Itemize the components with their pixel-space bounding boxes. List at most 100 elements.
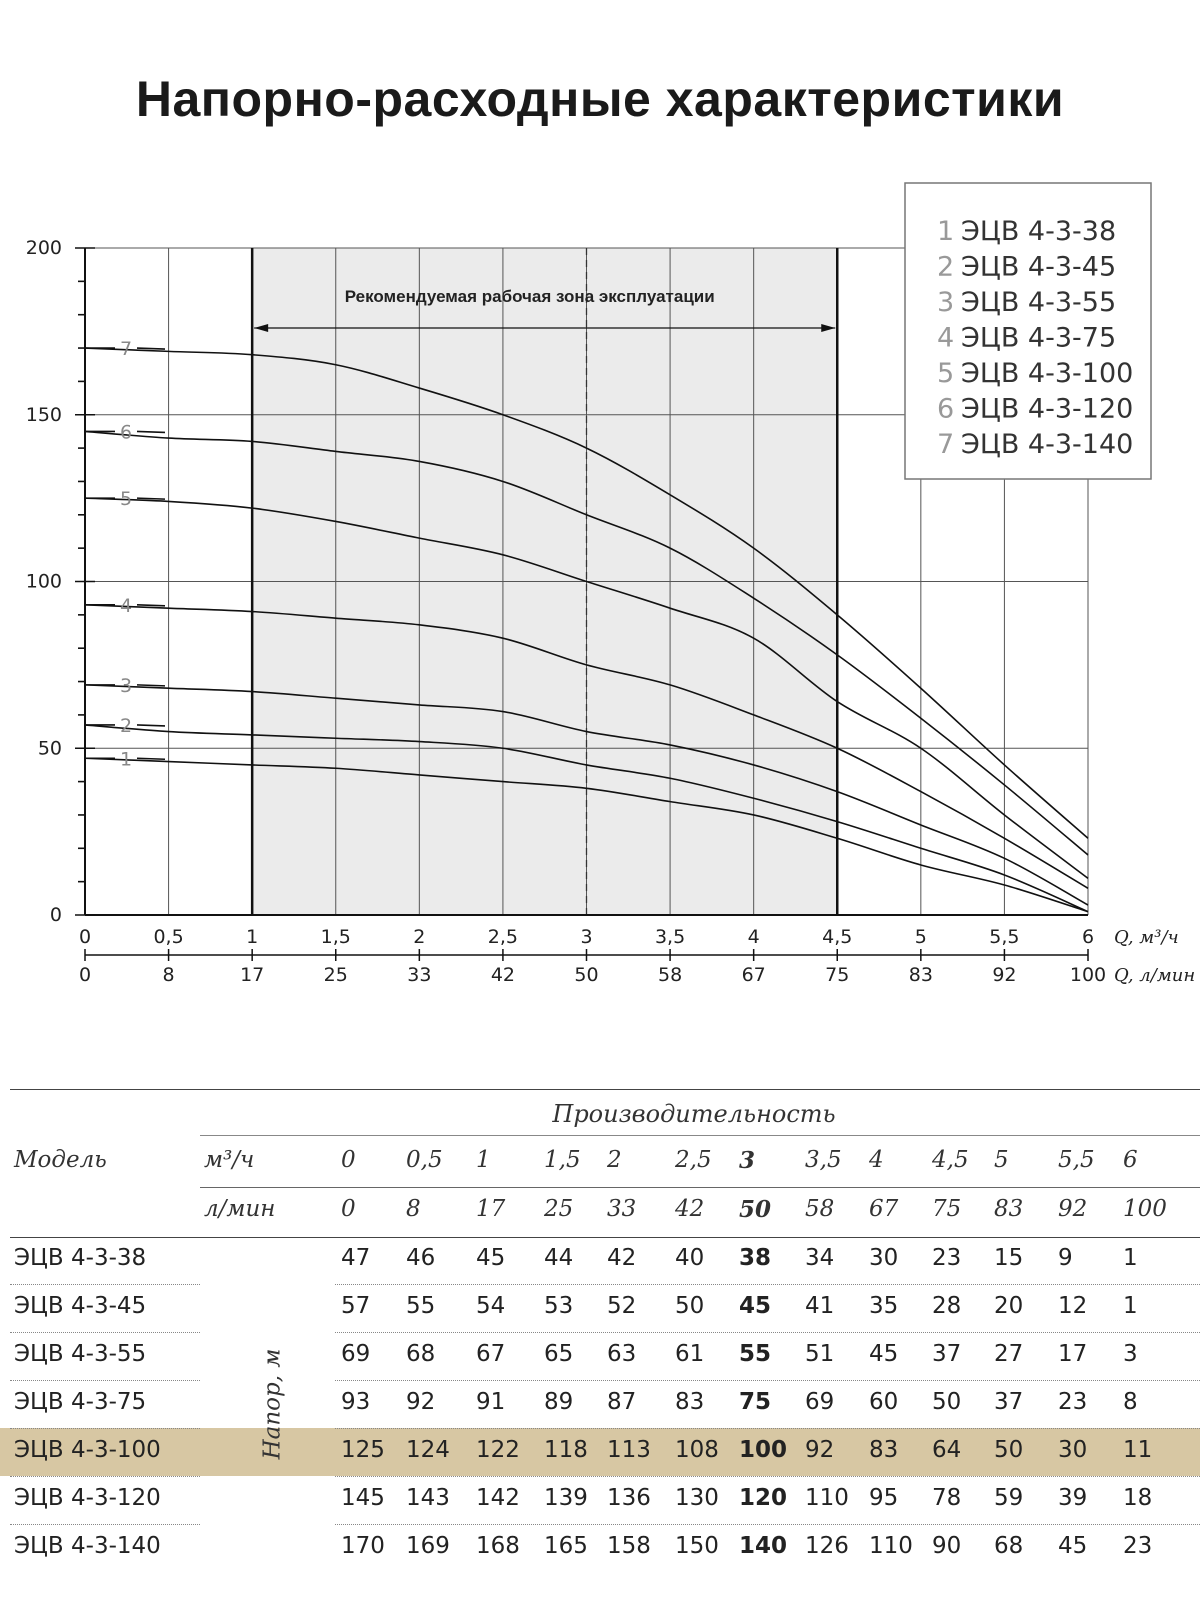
col-m3h: 4,5	[932, 1147, 969, 1173]
row-rule	[10, 1380, 200, 1381]
col-m3h: 4	[869, 1147, 884, 1173]
x-unit-lmin: Q, л/мин	[1114, 965, 1195, 986]
x-tick-label-lmin: 50	[574, 964, 598, 986]
header-rule-2	[200, 1187, 1200, 1188]
head-value: 59	[994, 1485, 1024, 1511]
col-lmin: 58	[805, 1196, 835, 1222]
head-value: 47	[341, 1245, 371, 1271]
head-value: 3	[1123, 1341, 1138, 1367]
x-tick-label-lmin: 67	[742, 964, 766, 986]
row-rule	[335, 1428, 1200, 1429]
y-tick-label: 50	[38, 737, 62, 759]
head-value: 45	[739, 1293, 772, 1319]
head-value: 90	[932, 1533, 962, 1559]
curve-6	[84, 430, 1089, 856]
row-rule	[10, 1428, 200, 1429]
head-value: 169	[406, 1533, 450, 1559]
legend-num-4: 4	[937, 323, 954, 354]
legend-num-3: 3	[937, 287, 954, 318]
head-value: 170	[341, 1533, 385, 1559]
curve-5-lead-right	[136, 497, 166, 500]
head-value: 69	[341, 1341, 371, 1367]
head-value: 45	[869, 1341, 899, 1367]
head-value: 65	[544, 1341, 574, 1367]
x-tick-label-m3h: 6	[1082, 926, 1094, 948]
col-m3h: 3,5	[805, 1147, 842, 1173]
head-value: 92	[406, 1389, 436, 1415]
curve-7-lead-right	[136, 347, 166, 350]
head-value: 46	[406, 1245, 436, 1271]
x-tick-label-m3h: 2	[413, 926, 425, 948]
head-value: 20	[994, 1293, 1024, 1319]
head-value: 67	[476, 1341, 506, 1367]
x-tick-label-m3h: 5	[915, 926, 927, 948]
header-model: Модель	[14, 1147, 107, 1173]
head-value: 122	[476, 1437, 520, 1463]
head-value: 91	[476, 1389, 506, 1415]
x-tick-label-lmin: 75	[825, 964, 849, 986]
col-lmin: 17	[476, 1196, 506, 1222]
model-name: ЭЦВ 4-3-45	[14, 1293, 147, 1319]
x-tick-label-m3h: 1	[246, 926, 258, 948]
col-lmin: 83	[994, 1196, 1024, 1222]
head-value: 23	[1123, 1533, 1153, 1559]
head-value: 38	[739, 1245, 772, 1271]
row-rule	[10, 1284, 200, 1285]
head-value: 40	[675, 1245, 705, 1271]
head-value: 75	[739, 1389, 772, 1415]
legend-item-1: ЭЦВ 4-3-38	[961, 216, 1116, 247]
curve-2-lead-right	[136, 724, 166, 727]
y-tick-label: 100	[26, 571, 62, 593]
header-rule	[200, 1135, 1200, 1136]
legend-item-7: ЭЦВ 4-3-140	[961, 429, 1133, 460]
head-value: 18	[1123, 1485, 1153, 1511]
head-value: 64	[932, 1437, 962, 1463]
head-value: 100	[739, 1437, 788, 1463]
head-value: 44	[544, 1245, 574, 1271]
head-value: 139	[544, 1485, 588, 1511]
col-lmin: 42	[675, 1196, 705, 1222]
col-lmin: 100	[1123, 1196, 1167, 1222]
head-value: 1	[1123, 1245, 1138, 1271]
col-lmin: 92	[1058, 1196, 1088, 1222]
head-value: 45	[1058, 1533, 1088, 1559]
head-value: 120	[739, 1485, 788, 1511]
head-value: 30	[869, 1245, 899, 1271]
row-rule	[335, 1380, 1200, 1381]
highlight-row-band	[0, 1428, 1200, 1476]
head-value: 136	[607, 1485, 651, 1511]
x-tick-label-m3h: 4,5	[822, 926, 852, 948]
head-value: 68	[406, 1341, 436, 1367]
head-value: 45	[476, 1245, 506, 1271]
head-value: 168	[476, 1533, 520, 1559]
legend-num-6: 6	[937, 394, 954, 425]
x-tick-label-lmin: 42	[491, 964, 515, 986]
row-rule	[10, 1524, 200, 1525]
x-tick-label-lmin: 0	[79, 964, 91, 986]
head-value: 57	[341, 1293, 371, 1319]
curve-4-label: 4	[120, 595, 132, 617]
col-lmin: 33	[607, 1196, 637, 1222]
legend-num-2: 2	[937, 252, 954, 283]
curve-1-label: 1	[120, 748, 132, 770]
head-value: 15	[994, 1245, 1024, 1271]
model-name: ЭЦВ 4-3-75	[14, 1389, 147, 1415]
head-value: 142	[476, 1485, 520, 1511]
head-value: 63	[607, 1341, 637, 1367]
head-value: 30	[1058, 1437, 1088, 1463]
head-value: 110	[869, 1533, 913, 1559]
curve-4-lead-right	[136, 604, 166, 607]
x-tick-label-m3h: 3,5	[655, 926, 685, 948]
col-m3h: 2,5	[675, 1147, 712, 1173]
x-tick-label-lmin: 58	[658, 964, 682, 986]
legend-box	[904, 182, 1152, 480]
row-rule	[335, 1524, 1200, 1525]
chart-axes	[75, 247, 1089, 961]
head-value: 42	[607, 1245, 637, 1271]
x-tick-label-m3h: 3	[580, 926, 592, 948]
curve-5	[84, 497, 1089, 879]
head-value: 110	[805, 1485, 849, 1511]
page-title: Напорно-расходные характеристики	[135, 71, 1065, 127]
head-value: 69	[805, 1389, 835, 1415]
curve-1	[84, 757, 1089, 913]
